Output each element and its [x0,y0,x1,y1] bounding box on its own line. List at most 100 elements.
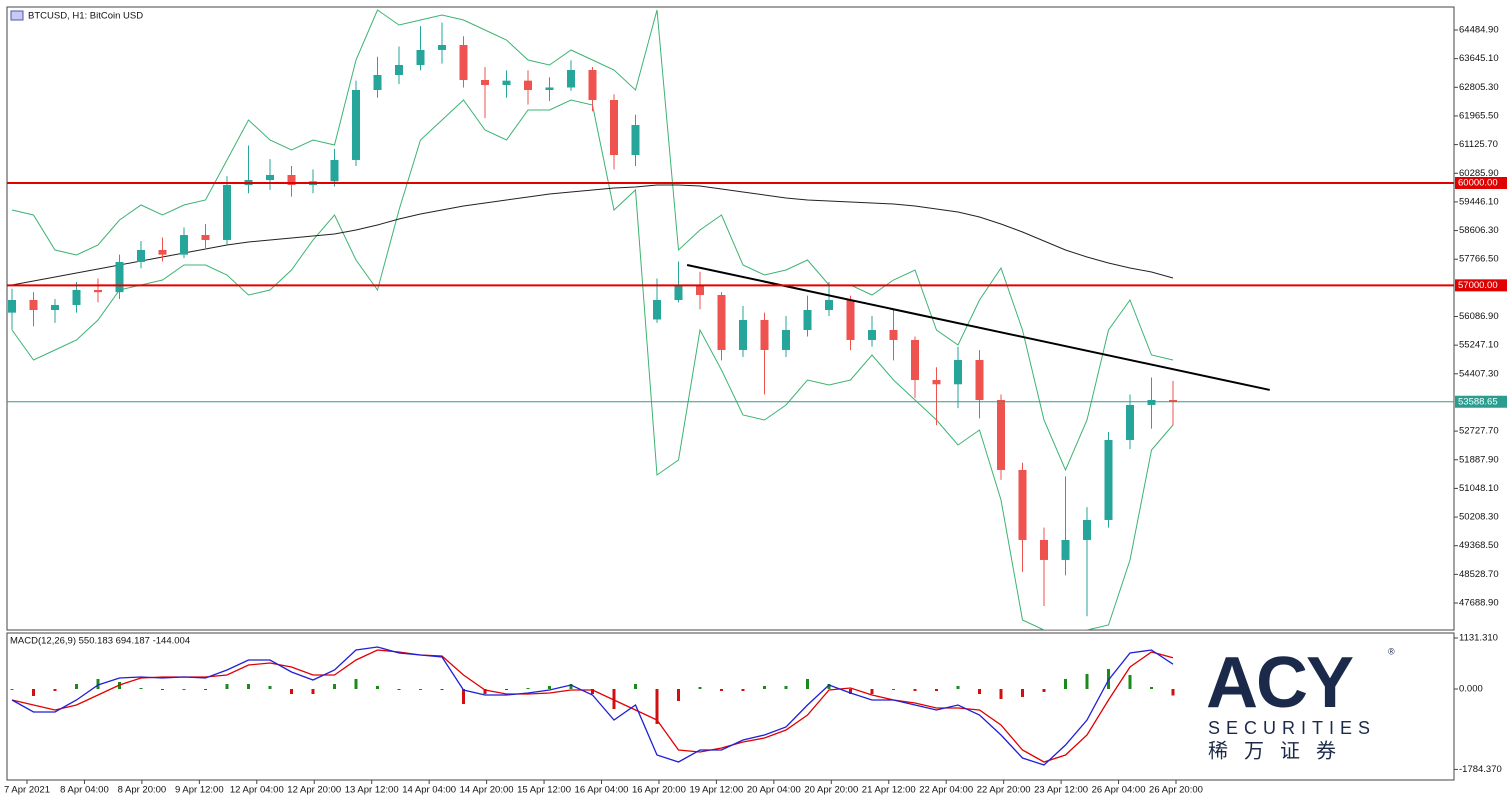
candle-body [997,399,1005,470]
level-tag [1455,279,1507,292]
histogram-bar [1042,688,1046,693]
histogram-bar [741,688,745,692]
histogram-bar [784,686,788,689]
histogram-bar [569,683,573,689]
histogram-bar [462,688,465,705]
candle-body [395,64,403,75]
histogram-bar [849,688,852,694]
candle-body [889,329,898,340]
candle-body [1018,469,1027,540]
x-tick-label: 22 Apr 20:00 [977,785,1031,796]
y-tick-label: 51887.90 [1459,454,1499,465]
x-tick-label: 9 Apr 12:00 [175,785,224,796]
histogram-bar [139,688,143,690]
candle-body [868,329,876,340]
x-tick-label: 21 Apr 12:00 [862,785,916,796]
histogram-bar [1085,674,1089,689]
candle-body [932,379,941,385]
histogram-bar [161,688,164,690]
y-tick-label: 47688.90 [1459,598,1499,609]
histogram-bar [806,678,809,689]
candle-body [653,299,661,320]
candle-body [223,184,231,240]
candle-body [438,45,446,50]
histogram-bar [827,683,831,689]
level-label: 60000.00 [1458,178,1498,189]
y-tick-label: 60285.90 [1459,168,1499,179]
histogram-bar [677,688,680,701]
y-tick-label: 48528.70 [1459,569,1499,580]
candle-body [610,100,618,155]
candle-body [1104,439,1113,520]
candle-body [825,299,833,310]
histogram-bar [935,688,938,692]
level-label: 53588.65 [1458,396,1498,407]
y-tick-label: 57766.50 [1459,254,1499,265]
histogram-bar [53,688,57,691]
histogram-bar [548,685,551,689]
candle-body [975,359,984,400]
candle-body [1126,404,1134,440]
histogram-bar [505,688,508,690]
macd-title: MACD(12,26,9) 550.183 694.187 -144.004 [10,636,190,647]
signal-line [11,649,1174,763]
histogram-bar [268,686,272,689]
x-tick-label: 19 Apr 12:00 [689,785,743,796]
y-tick-label: 50208.30 [1459,512,1499,523]
histogram-bar [225,684,229,689]
histogram-bar [290,688,293,694]
y-tick-label: 61965.50 [1459,110,1499,121]
candle-body [782,329,790,350]
candle-body [696,284,704,295]
histogram-bar [634,683,637,689]
histogram-bar [870,688,874,694]
candle-body [330,159,339,182]
sub-frame [6,632,1455,781]
x-tick-label: 8 Apr 04:00 [60,785,109,796]
histogram-bar [182,688,186,690]
candle-body [137,249,145,262]
candle-body [545,87,554,91]
main-frame [6,6,1455,631]
candle-body [94,289,102,293]
level-label: 57000.00 [1458,280,1498,291]
y-tick-label: 49368.50 [1459,540,1499,551]
bollinger-upper [11,9,1174,472]
x-tick-label: 16 Apr 04:00 [575,785,629,796]
y-tick-label: 51048.10 [1459,483,1499,494]
y-tick-label: 55247.10 [1459,340,1499,351]
x-tick-label: 20 Apr 20:00 [804,785,858,796]
x-tick-label: 23 Apr 12:00 [1034,785,1088,796]
candle-body [1169,399,1177,402]
candle-body [1147,399,1156,405]
histogram-bar [440,688,444,690]
candle-body [1083,519,1091,540]
candle-body [911,339,919,380]
y-tick-label: 56086.90 [1459,311,1499,322]
x-tick-label: 15 Apr 12:00 [517,785,571,796]
histogram-bar [75,683,78,689]
candle-body [588,69,597,101]
main-plot [8,9,1270,630]
histogram-bar [376,685,379,689]
histogram-bar [419,688,422,690]
candle-body [803,309,812,330]
candle-body [1040,539,1048,560]
y-tick-label: 61125.70 [1459,139,1498,150]
histogram-bar [10,688,14,690]
logo-local: 稀万证券 [1208,739,1352,762]
histogram-bar [333,684,336,689]
candle-body [352,90,360,160]
candle-body [373,74,382,91]
candle-body [760,319,769,350]
candle-body [287,174,296,185]
candle-body [674,284,683,300]
candle-body [459,45,468,81]
candle-body [29,299,38,310]
x-tick-label: 26 Apr 20:00 [1149,785,1203,796]
logo-tagline: SECURITIES [1208,718,1376,738]
logo-brand: ACY [1206,643,1353,723]
x-tick-label: 22 Apr 04:00 [919,785,973,796]
chart-title: BTCUSD, H1: BitCoin USD [28,11,143,22]
candle-body [115,261,124,293]
